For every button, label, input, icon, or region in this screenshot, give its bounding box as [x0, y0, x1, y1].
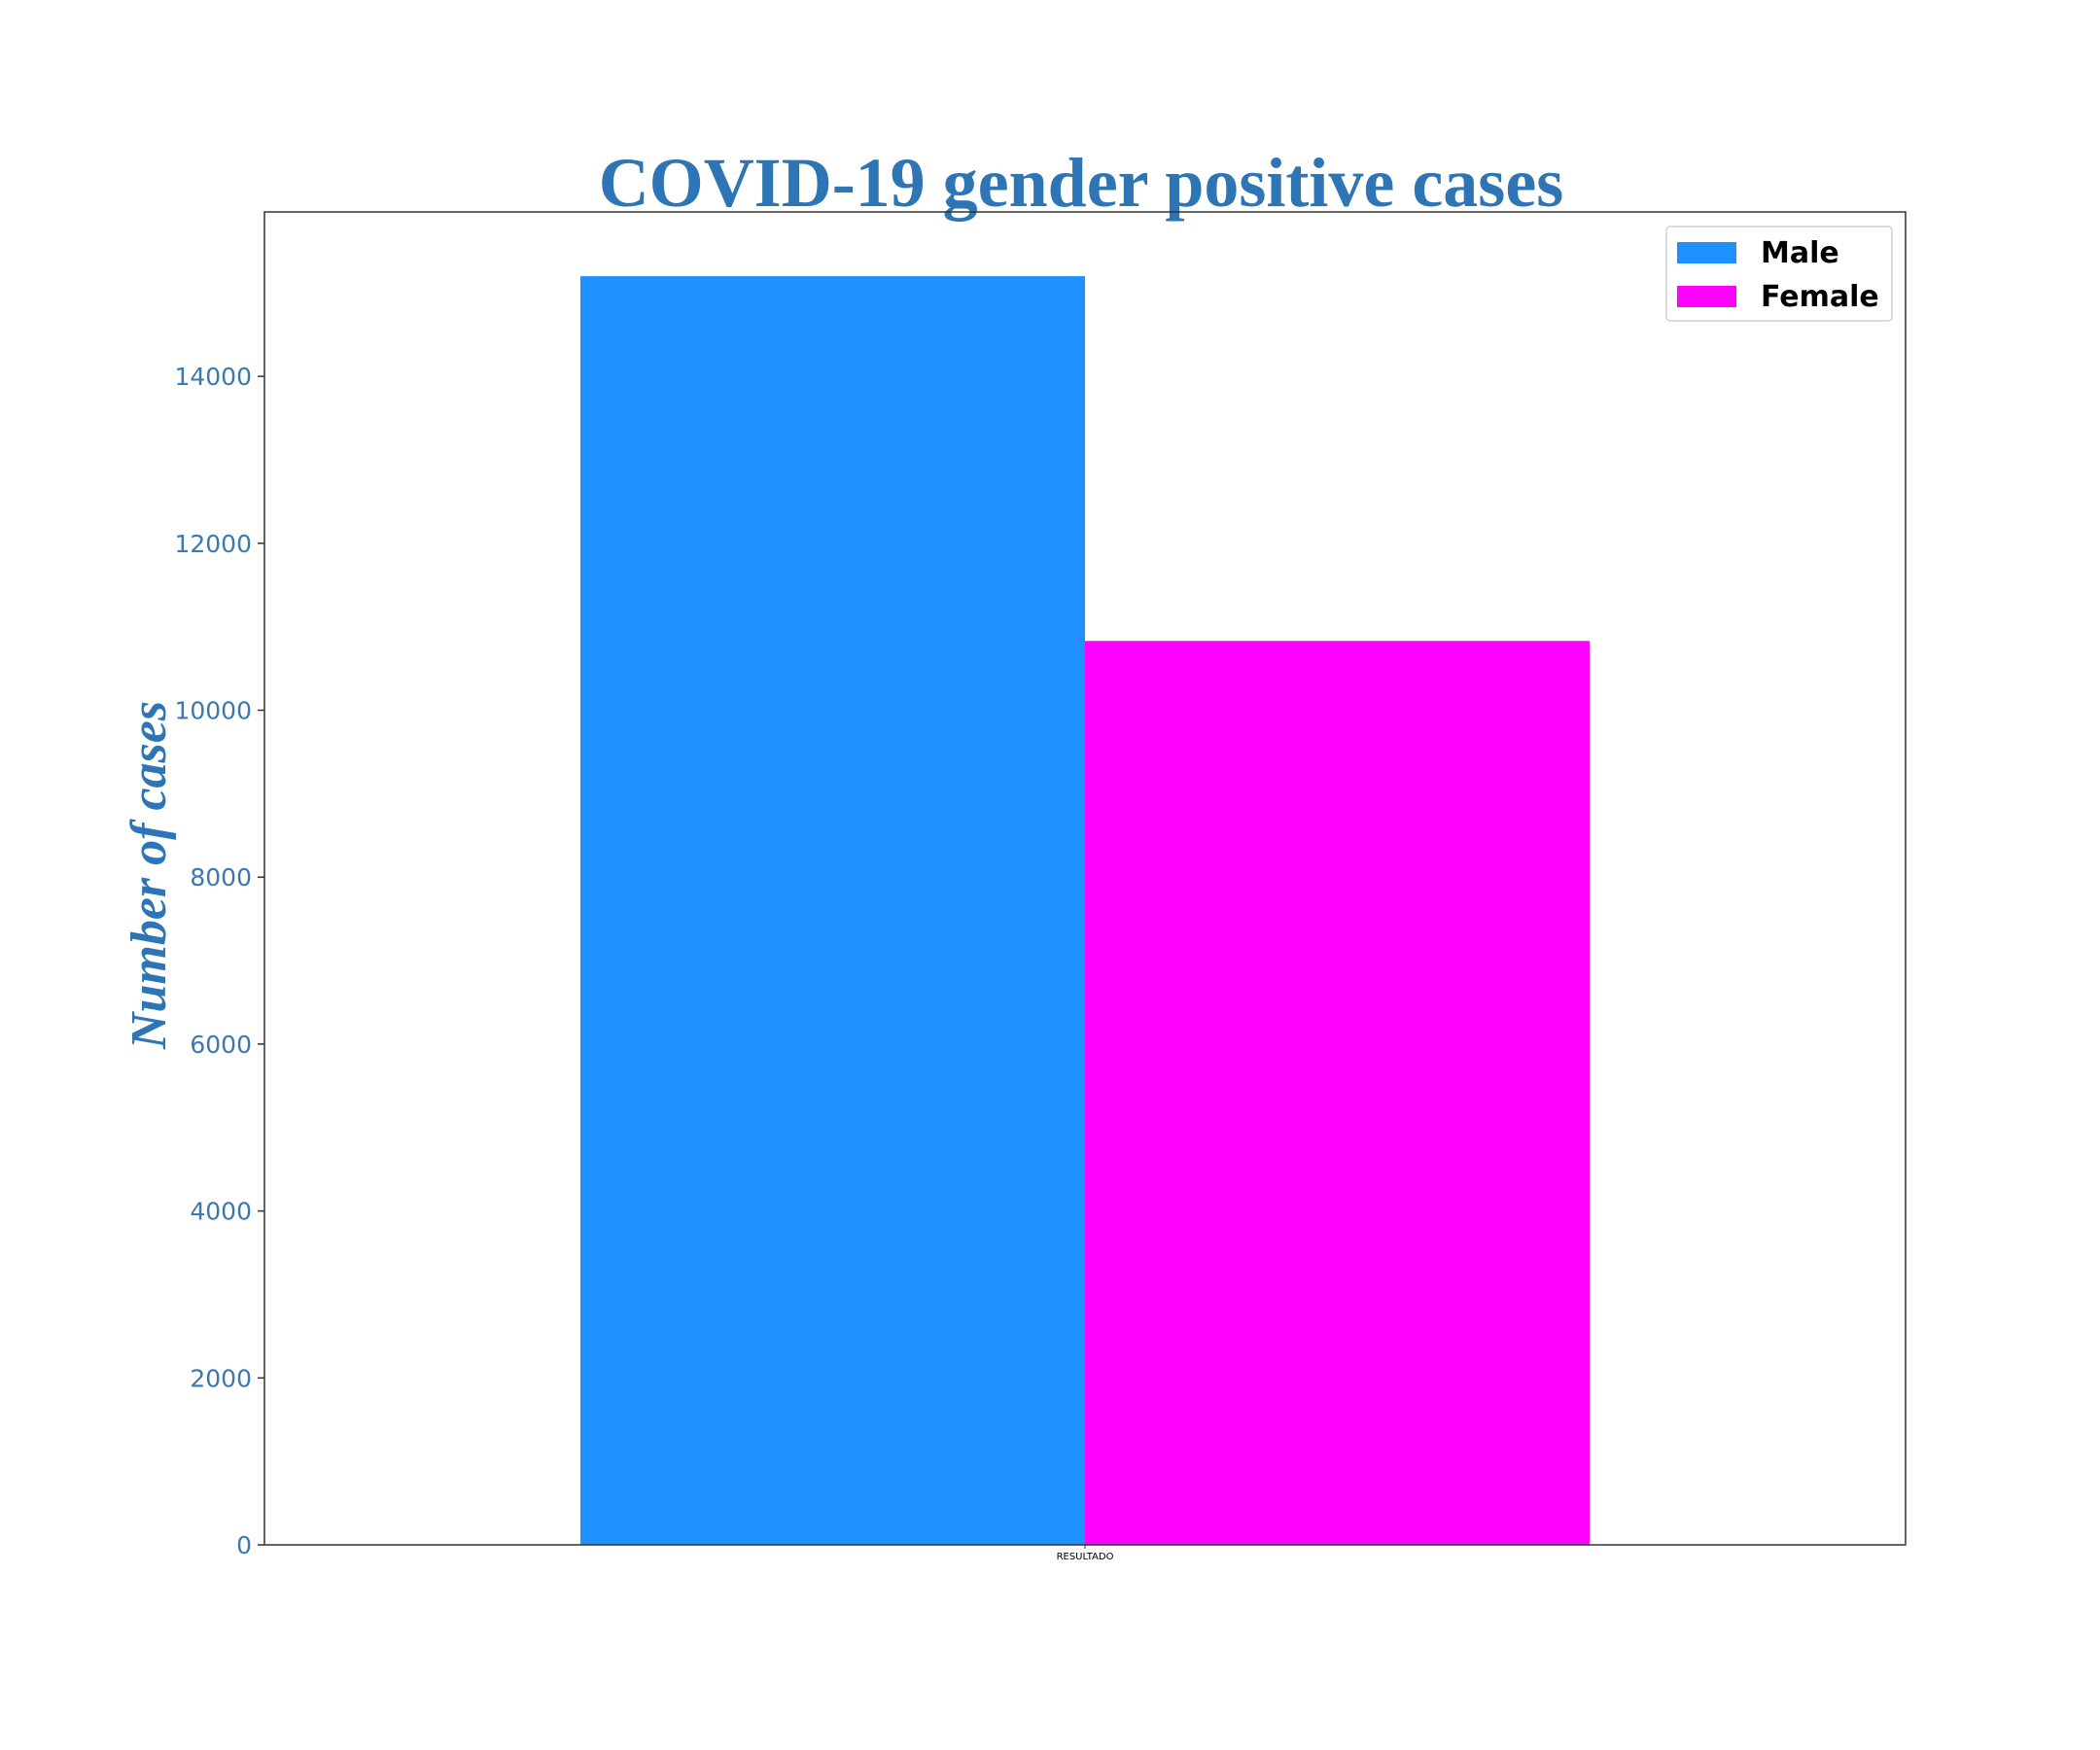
x-axis: RESULTADO [1057, 1545, 1114, 1562]
y-tick-label: 14000 [174, 363, 252, 391]
legend-swatch-female [1677, 286, 1736, 307]
y-tick-label: 2000 [190, 1364, 252, 1392]
bar-female-resultado [1085, 641, 1590, 1545]
y-tick-label: 12000 [174, 530, 252, 558]
y-axis-label: Number of cases [122, 701, 177, 1050]
legend-swatch-male [1677, 242, 1736, 263]
y-tick-label: 8000 [190, 863, 252, 892]
legend-label-male: Male [1761, 236, 1839, 270]
y-tick-label: 6000 [190, 1031, 252, 1059]
bars-group [580, 276, 1590, 1545]
x-tick-label: RESULTADO [1057, 1552, 1114, 1562]
chart-title: COVID-19 gender positive cases [599, 144, 1564, 222]
y-tick-label: 4000 [190, 1198, 252, 1226]
y-tick-label: 0 [236, 1531, 252, 1559]
bar-male-resultado [580, 276, 1085, 1545]
legend-label-female: Female [1761, 280, 1879, 314]
y-axis: 0 2000 4000 6000 8000 10000 12000 14000 [174, 363, 264, 1559]
legend: Male Female [1666, 227, 1892, 321]
y-tick-label: 10000 [174, 697, 252, 725]
